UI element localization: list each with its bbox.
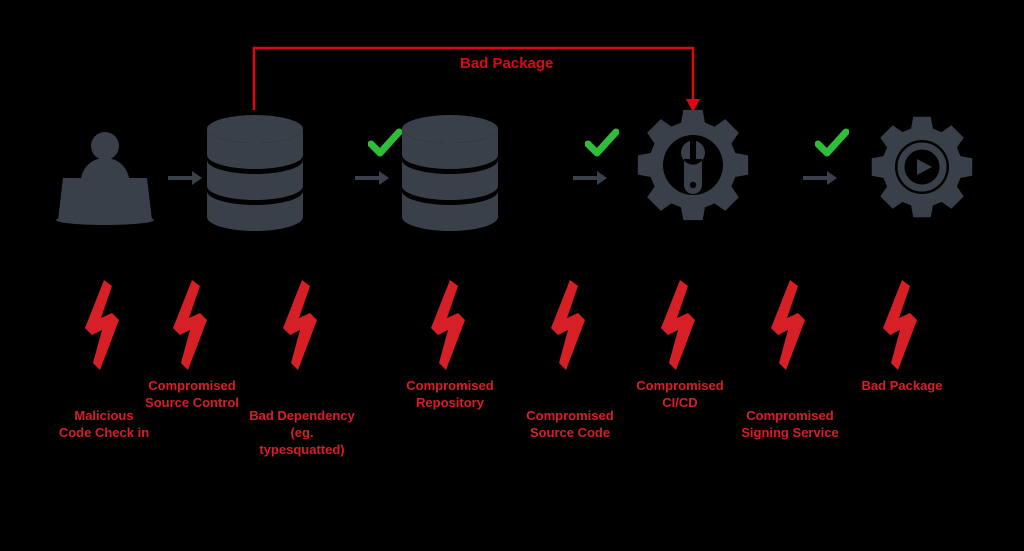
threat-label: CompromisedSource Control: [145, 378, 239, 412]
stage-deploy: [870, 115, 975, 220]
threat-5: CompromisedCI/CD: [625, 280, 735, 412]
threat-6: CompromisedSigning Service: [735, 280, 845, 442]
bad-package-path: [0, 0, 1024, 551]
flow-arrow: [573, 170, 607, 186]
stage-dev: [55, 130, 155, 225]
flow-arrow: [355, 170, 389, 186]
gear-play-icon: [870, 115, 975, 220]
flow-arrow: [168, 170, 202, 186]
threat-label: Bad Dependency(eg. typesquatted): [247, 408, 357, 459]
lightning-icon: [282, 280, 322, 375]
threat-label: CompromisedSource Code: [526, 408, 613, 442]
lightning-icon: [882, 280, 922, 375]
lightning-icon: [430, 280, 470, 375]
database-icon: [205, 115, 305, 235]
threat-label: MaliciousCode Check in: [59, 408, 149, 442]
threat-label: CompromisedSigning Service: [741, 408, 839, 442]
lightning-icon: [84, 280, 124, 375]
check-icon: [368, 128, 402, 163]
gear-wrench-icon: [636, 108, 751, 223]
threat-3: CompromisedRepository: [395, 280, 505, 412]
threat-4: CompromisedSource Code: [515, 280, 625, 442]
threat-label: CompromisedCI/CD: [636, 378, 723, 412]
threat-1: CompromisedSource Control: [137, 280, 247, 412]
threat-label: CompromisedRepository: [406, 378, 493, 412]
threat-7: Bad Package: [847, 280, 957, 395]
lightning-icon: [172, 280, 212, 375]
stage-repo: [400, 115, 500, 235]
lightning-icon: [770, 280, 810, 375]
stage-scm: [205, 115, 305, 235]
bad-package-label: Bad Package: [460, 55, 553, 72]
check-icon: [815, 128, 849, 163]
check-icon: [585, 128, 619, 163]
flow-arrow: [803, 170, 837, 186]
lightning-icon: [660, 280, 700, 375]
lightning-icon: [550, 280, 590, 375]
stage-cicd: [636, 108, 751, 223]
database-icon: [400, 115, 500, 235]
threat-label: Bad Package: [862, 378, 943, 395]
threat-2: Bad Dependency(eg. typesquatted): [247, 280, 357, 459]
developer-icon: [55, 130, 155, 225]
